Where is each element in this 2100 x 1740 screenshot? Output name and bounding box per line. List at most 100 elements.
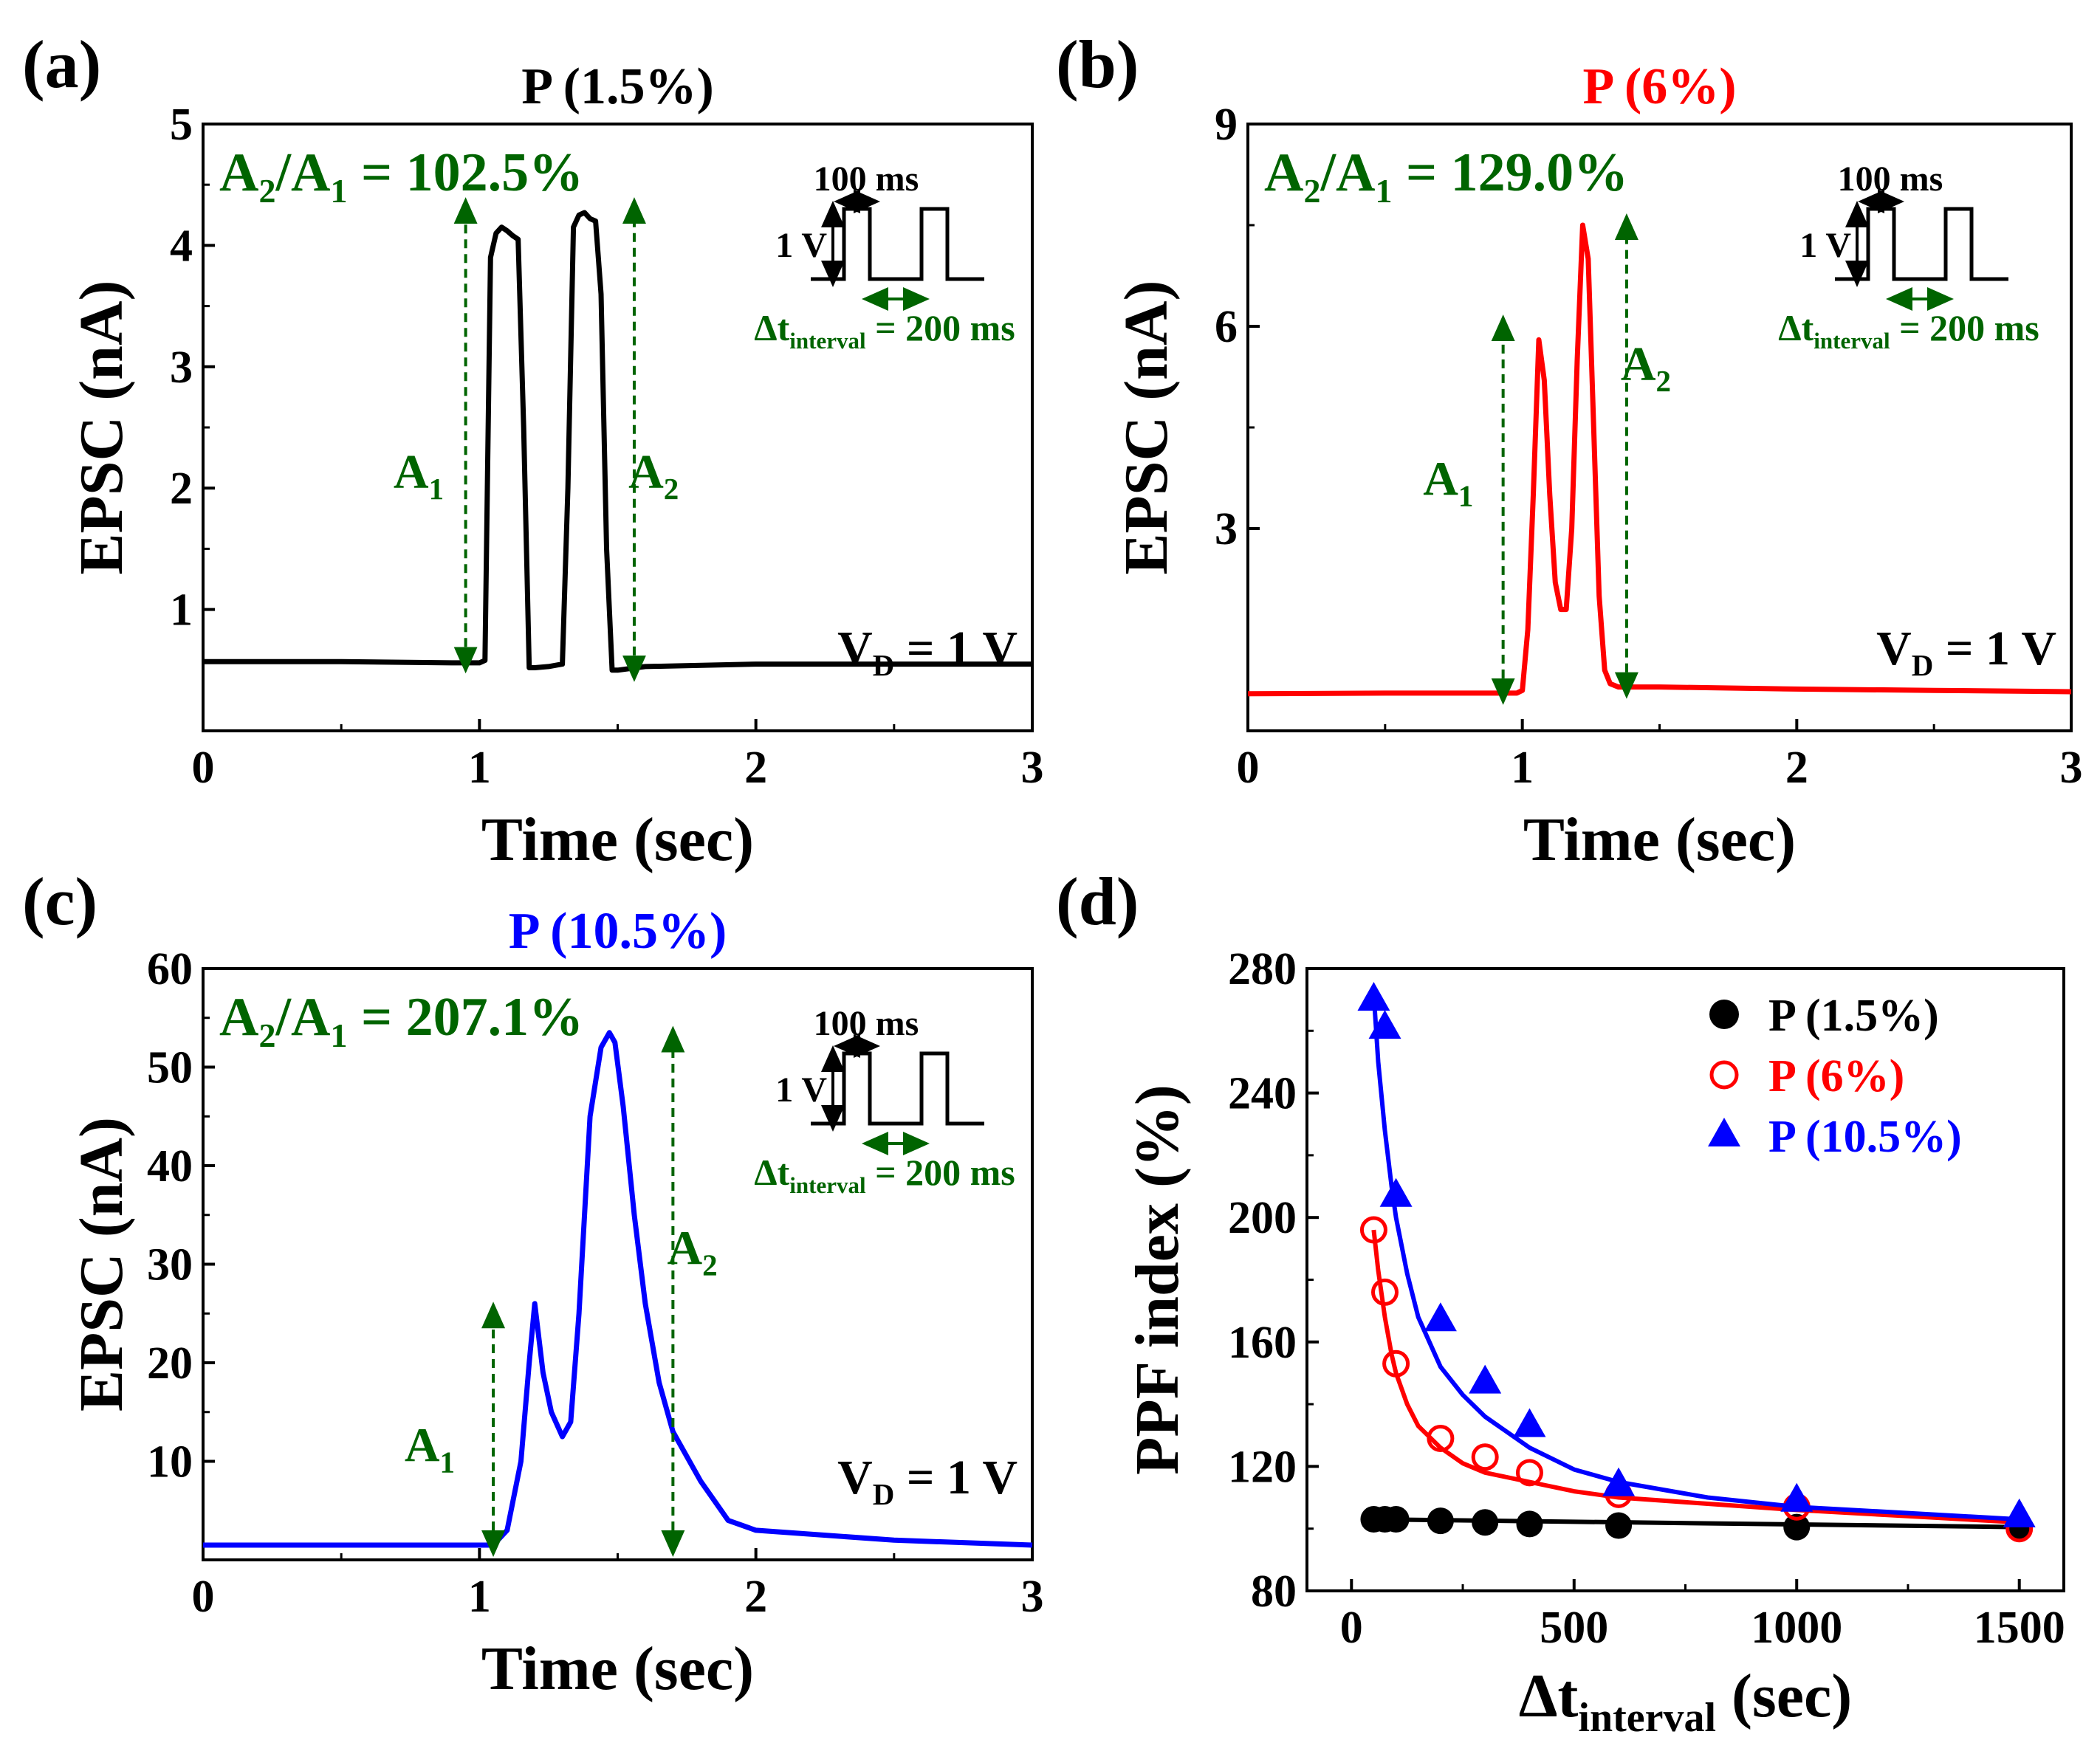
y-axis-label: EPSC (nA) (67, 280, 136, 574)
axes-frame (1305, 967, 2065, 1592)
y-axis-label: PPF index (%) (1123, 1084, 1192, 1475)
y-tick-label: 10 (147, 1437, 193, 1488)
legend-marker (1709, 1060, 1739, 1090)
data-point (1359, 1216, 1387, 1244)
pulse-inset: 100 ms 1 V Δtinterval = 200 ms (754, 159, 1015, 354)
amplitude-label: 1 V (775, 1070, 827, 1110)
a1-label: A1 (1423, 452, 1473, 512)
data-point (1379, 1177, 1413, 1207)
y-axis-label: EPSC (nA) (1112, 280, 1181, 574)
interval-label: Δtinterval = 200 ms (754, 1152, 1015, 1198)
data-point (1471, 1443, 1499, 1471)
y-axis-label: EPSC (nA) (67, 1117, 136, 1411)
data-point (1515, 1459, 1543, 1487)
pulse-train (811, 207, 984, 281)
y-tick-label: 50 (147, 1043, 193, 1093)
ratio-annotation: A2/A1 = 102.5% (219, 142, 583, 210)
data-point (1371, 1278, 1399, 1306)
data-point (1469, 1364, 1502, 1394)
data-point (1357, 982, 1390, 1011)
x-tick-label: 1 (468, 743, 491, 793)
y-tick-label: 40 (147, 1141, 193, 1191)
y-tick-label: 2 (170, 464, 193, 514)
series-line (203, 210, 1032, 673)
fit-curve-0 (1373, 1517, 2020, 1530)
a2-label: A2 (628, 445, 679, 506)
data-point (1427, 1424, 1455, 1452)
panel-c: (c) 0 1 2 3 10 20 30 40 50 60 EPSC (nA) Time (sec) P … (22, 864, 1044, 1703)
x-tick-label: 1 (468, 1572, 491, 1622)
data-point (1602, 1467, 1636, 1496)
pulse-width-label: 100 ms (1838, 159, 1943, 199)
y-tick-label: 280 (1228, 944, 1297, 994)
pulse-inset: 100 ms 1 V Δtinterval = 200 ms (1778, 159, 2039, 354)
x-tick-label: 0 (1340, 1603, 1363, 1653)
data-point (2003, 1498, 2036, 1527)
a1-label: A1 (405, 1419, 455, 1479)
fit-curve-1 (1371, 1229, 2020, 1525)
x-tick-label: 2 (1785, 743, 1808, 793)
x-axis-label: Time (sec) (481, 1634, 754, 1703)
panel-label: (c) (22, 864, 97, 939)
x-tick-label: 1 (1511, 743, 1534, 793)
legend-marker (1709, 1000, 1739, 1029)
y-tick-label: 80 (1251, 1567, 1297, 1617)
y-tick-label: 240 (1228, 1069, 1297, 1119)
legend-label: P (10.5%) (1768, 1112, 1962, 1162)
panel-b: (b) 0 1 2 3 3 6 9 EPSC (nA) Time (sec) P (6%) A2/A1… (1056, 27, 2083, 874)
amplitude-label: 1 V (775, 226, 827, 265)
vd-label: VD = 1 V (1876, 622, 2056, 682)
amplitude-label: 1 V (1799, 226, 1851, 265)
x-axis-label: Time (sec) (481, 805, 754, 874)
a1-label: A1 (394, 445, 444, 506)
a2-label: A2 (667, 1222, 717, 1282)
ratio-annotation: A2/A1 = 207.1% (219, 987, 583, 1054)
data-point (1427, 1507, 1454, 1535)
x-tick-label: 0 (192, 1572, 215, 1622)
y-tick-label: 120 (1228, 1442, 1297, 1492)
x-tick-label: 500 (1540, 1603, 1608, 1653)
legend-label: P (1.5%) (1768, 991, 1939, 1041)
x-tick-label: 0 (192, 743, 215, 793)
y-tick-label: 60 (147, 944, 193, 994)
vd-label: VD = 1 V (837, 622, 1018, 682)
legend-marker (1708, 1118, 1740, 1146)
y-tick-label: 20 (147, 1338, 193, 1389)
y-tick-label: 160 (1228, 1318, 1297, 1368)
y-tick-label: 30 (147, 1240, 193, 1290)
data-point (1783, 1513, 1811, 1541)
y-tick-label: 6 (1215, 302, 1238, 352)
data-point (1472, 1509, 1499, 1536)
pulse-inset: 100 ms 1 V Δtinterval = 200 ms (754, 1004, 1015, 1198)
y-tick-label: 1 (170, 585, 193, 636)
x-tick-label: 2 (744, 743, 767, 793)
x-axis-label: Δtinterval (sec) (1519, 1662, 1852, 1740)
interval-label: Δtinterval = 200 ms (754, 307, 1015, 354)
panel-label: (b) (1056, 27, 1139, 102)
data-point (1368, 1010, 1401, 1039)
x-tick-label: 1500 (1974, 1603, 2065, 1653)
y-tick-label: 3 (170, 343, 193, 393)
a2-label: A2 (1621, 337, 1671, 398)
ratio-annotation: A2/A1 = 129.0% (1264, 142, 1628, 210)
x-axis-label: Time (sec) (1523, 805, 1796, 874)
data-point (1516, 1510, 1543, 1538)
interval-label: Δtinterval = 200 ms (1778, 307, 2039, 354)
x-tick-label: 1000 (1751, 1603, 1842, 1653)
chart-title: P (6%) (1582, 58, 1736, 115)
legend-label: P (6%) (1768, 1051, 1904, 1101)
chart-title: P (10.5%) (509, 903, 727, 960)
fit-curve-2 (1371, 993, 2020, 1522)
x-tick-label: 0 (1237, 743, 1260, 793)
data-point (1513, 1408, 1546, 1437)
pulse-width-label: 100 ms (814, 159, 919, 199)
data-point (1382, 1506, 1410, 1533)
y-tick-label: 9 (1215, 100, 1238, 150)
data-point (1605, 1512, 1633, 1539)
panel-d: (d) 0 500 1000 1500 80 120 160 200 240 280 PPF inde… (1056, 864, 2065, 1740)
x-tick-label: 2 (744, 1572, 767, 1622)
y-tick-label: 3 (1215, 504, 1238, 554)
vd-label: VD = 1 V (837, 1451, 1018, 1511)
data-point (1424, 1302, 1457, 1332)
